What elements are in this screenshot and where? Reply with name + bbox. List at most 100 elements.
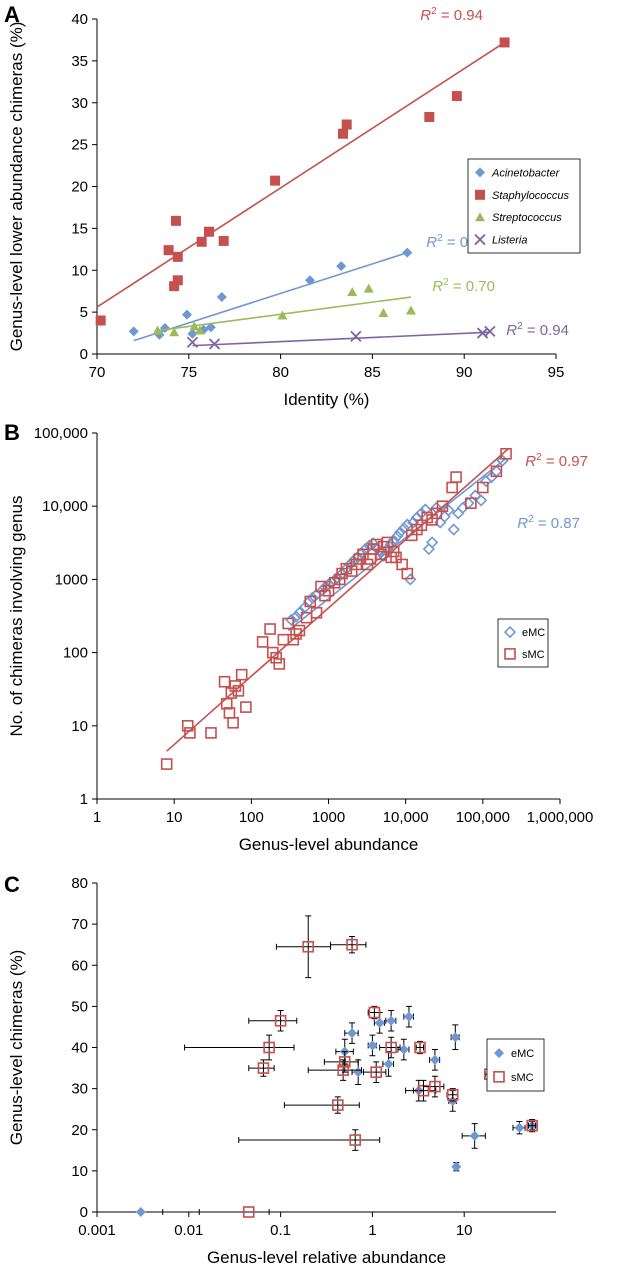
chart-b-x-tick-label: 1000 [312, 809, 345, 826]
chart-a-r2-label: R2 = 0.94 [420, 6, 483, 24]
chart-a-point [172, 251, 183, 262]
chart-b: 1 10 100 1000 10,000 100,000 1,000,000 1 10 100 10… [4, 420, 593, 854]
chart-b-point [430, 507, 443, 520]
chart-b-point [474, 494, 488, 507]
chart-c-y-tick-label: 40 [71, 1040, 88, 1057]
chart-c-point [370, 1066, 382, 1078]
chart-a-legend-label: Listeria [492, 235, 527, 247]
chart-c-point [403, 1011, 414, 1022]
chart-c-point [383, 1058, 394, 1069]
chart-c-point [274, 1014, 287, 1027]
chart-b-point [477, 481, 489, 494]
chart-b-point [205, 727, 217, 739]
chart-a-trendline [192, 331, 490, 347]
chart-c-point [257, 1062, 270, 1074]
chart-b-r2-label: R2 = 0.87 [517, 514, 580, 532]
chart-b-point [381, 536, 394, 549]
chart-b-point [436, 500, 449, 513]
chart-a-r2-label: R2 = 0.94 [506, 321, 569, 339]
chart-b-point [293, 606, 306, 619]
chart-c-x-errorbar [307, 1067, 362, 1074]
chart-a-y-tick-label: 20 [71, 179, 88, 196]
chart-c-x-errorbar [248, 1017, 298, 1024]
chart-c-point [526, 1119, 538, 1132]
chart-c-point [332, 1099, 344, 1111]
chart-c-y-errorbar [388, 1036, 395, 1059]
chart-a-legend-marker [474, 233, 486, 246]
chart-b-point [184, 727, 196, 739]
chart-c-point [135, 1207, 146, 1217]
chart-b-trendline [166, 448, 509, 752]
chart-c-y-tick-label: 70 [71, 916, 88, 933]
chart-b-point [446, 481, 458, 494]
chart-c-point [414, 1041, 426, 1054]
chart-a-point [189, 321, 200, 331]
chart-c-x-axis-label: Genus-level relative abundance [207, 1248, 446, 1267]
chart-b-x-tick-label: 1 [93, 809, 101, 826]
chart-a-y-tick-label: 0 [80, 346, 88, 363]
chart-b-y-tick-label: 100 [63, 645, 88, 662]
chart-a-legend-box [467, 158, 581, 254]
chart-a-y-tick-label: 10 [71, 262, 88, 279]
chart-c-point [386, 1015, 397, 1026]
chart-b-point [490, 465, 503, 478]
chart-c-y-axis-label: Genus-level chimeras (%) [7, 950, 26, 1146]
chart-b-point [500, 447, 512, 460]
chart-b-point [235, 668, 248, 681]
chart-b-y-tick-label: 100,000 [34, 425, 88, 442]
chart-a-x-tick-label: 85 [364, 364, 381, 381]
chart-a-x-tick-label: 80 [272, 364, 289, 381]
chart-a-series-listeria [186, 325, 496, 350]
chart-c-point [368, 1006, 381, 1019]
chart-a-series-staphylococcus [95, 37, 510, 326]
chart-c-y-errorbar [371, 1005, 378, 1020]
chart-b-point [232, 685, 245, 697]
chart-b-point [452, 507, 465, 520]
chart-a-y-tick-label: 5 [80, 304, 88, 321]
chart-b-point [181, 719, 194, 732]
chart-a-x-tick-label: 75 [180, 364, 197, 381]
chart-b-y-tick-label: 1000 [55, 571, 88, 588]
chart-a-y-tick-label: 15 [71, 220, 88, 237]
chart-c-x-errorbar [198, 1209, 270, 1215]
chart-c-y-errorbar [417, 1040, 423, 1055]
chart-b-point [343, 558, 357, 571]
chart-a-trendline [133, 251, 408, 342]
chart-a-point [187, 328, 198, 339]
chart-b-point [256, 636, 269, 648]
chart-b-x-tick-label: 10,000 [383, 809, 429, 826]
chart-b-y-tick-label: 1 [80, 791, 88, 808]
chart-c-y-errorbar [305, 915, 312, 979]
chart-b-point [442, 504, 455, 517]
chart-c-point [469, 1130, 480, 1141]
chart-c-y-tick-label: 30 [71, 1081, 88, 1098]
chart-c-y-errorbar [529, 1118, 536, 1133]
chart-c-x-tick-label: 10 [456, 1222, 473, 1239]
chart-a-point [338, 128, 349, 139]
chart-a-x-tick-label: 90 [456, 364, 473, 381]
chart-c-x-errorbar [184, 1044, 295, 1051]
chart-b-legend-label: sMC [522, 649, 545, 661]
chart-a-point [277, 310, 288, 320]
chart-a-series-acinetobacter [128, 247, 413, 342]
chart-c-point [429, 1080, 441, 1093]
chart-b-point [282, 617, 294, 630]
chart-c-series-emc [135, 1005, 538, 1217]
chart-c-y-tick-label: 0 [80, 1204, 88, 1221]
chart-a-point [336, 261, 347, 272]
chart-a-point [218, 235, 229, 246]
chart-b-point [394, 526, 407, 539]
chart-a-trendline [96, 41, 506, 308]
chart-c-point [302, 940, 315, 953]
chart-a-legend-label: Staphylococcus [492, 190, 570, 202]
chart-c-x-tick-label: 1 [368, 1222, 376, 1239]
chart-b-point [422, 542, 436, 556]
chart-b-y-tick-label: 10,000 [42, 498, 88, 515]
chart-b-point [404, 573, 417, 586]
chart-b-x-tick-label: 100,000 [456, 809, 510, 826]
chart-a-y-tick-label: 40 [71, 11, 88, 28]
chart-a-point [170, 215, 181, 226]
chart-b-x-axis-label: Genus-level abundance [239, 835, 419, 854]
chart-b-point [447, 523, 460, 536]
chart-a-point [402, 247, 413, 258]
